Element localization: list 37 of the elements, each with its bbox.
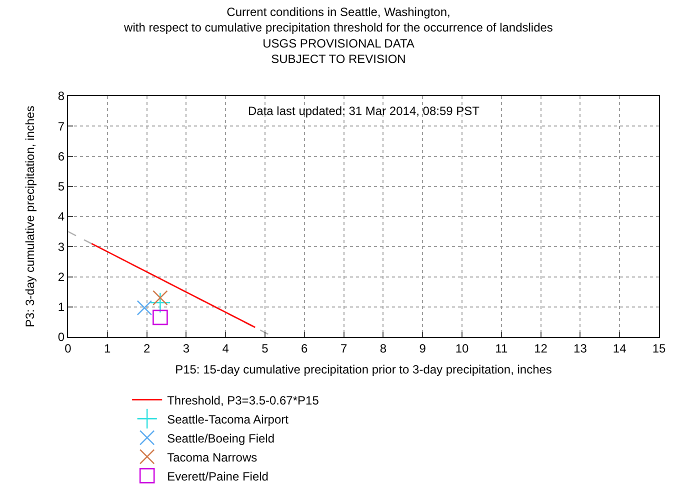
x-tick-label: 15 — [652, 341, 666, 356]
point — [136, 300, 152, 316]
point — [150, 292, 171, 314]
x-tick-label: 13 — [574, 341, 588, 356]
x-tick-label: 3 — [182, 341, 190, 356]
legend-label: Threshold, P3=3.5-0.67*P15 — [167, 393, 320, 408]
y-tick-label: 6 — [58, 149, 65, 164]
legend-label: Everett/Paine Field — [167, 469, 268, 484]
x-tick-label: 9 — [419, 341, 426, 356]
y-tick-label: 7 — [58, 119, 65, 134]
y-tick-label: 0 — [58, 330, 65, 344]
legend-label: Seattle-Tacoma Airport — [167, 412, 290, 426]
y-axis-title: P3: 3-day cumulative precipitation, inches — [23, 106, 37, 328]
x-tick-label: 10 — [455, 341, 469, 356]
y-tick-label: 5 — [58, 180, 65, 194]
point — [152, 310, 168, 326]
chart-title: Current conditions in Seattle, Washington, with respect to cumulative precipitation threshold for the occurrence of landslides USGS PROVISIONAL DATA SUBJECT TO REVISION — [123, 5, 553, 66]
legend-label: Seattle/Boeing Field — [167, 431, 275, 446]
x-tick-label: 12 — [534, 341, 548, 356]
x-tick-label: 8 — [380, 341, 387, 356]
x-tick-label: 6 — [301, 341, 308, 356]
point — [152, 290, 168, 306]
x-tick-label: 7 — [340, 341, 348, 356]
x-tick-label: 4 — [222, 341, 230, 356]
y-tick-label: 2 — [58, 270, 65, 284]
legend-label: Tacoma Narrows — [167, 450, 258, 464]
y-tick-label: 1 — [58, 300, 65, 314]
annotation: Data last updated: 31 Mar 2014, 08:59 PST — [248, 104, 480, 118]
y-tick-label: 8 — [58, 89, 65, 104]
y-tick-label: 3 — [58, 240, 65, 254]
x-tick-label: 2 — [143, 341, 150, 356]
x-tick-label: 1 — [104, 341, 112, 356]
y-tick-label: 4 — [58, 210, 65, 224]
x-axis-title: P15: 15-day cumulative precipitation prior to 3-day precipitation, inches — [175, 362, 552, 376]
x-tick-label: 5 — [262, 341, 269, 356]
x-tick-label: 14 — [612, 341, 627, 356]
x-tick-label: 11 — [495, 341, 508, 356]
